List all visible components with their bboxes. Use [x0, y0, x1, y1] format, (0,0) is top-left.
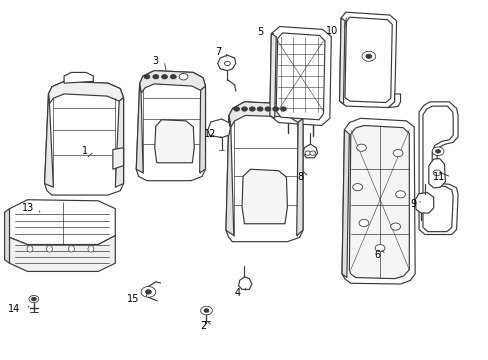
Polygon shape: [414, 193, 433, 213]
Polygon shape: [242, 169, 287, 224]
Circle shape: [374, 244, 384, 252]
Circle shape: [29, 296, 39, 303]
Circle shape: [361, 51, 375, 61]
Polygon shape: [225, 102, 303, 242]
Text: 12: 12: [204, 129, 216, 139]
Text: 1: 1: [82, 146, 88, 156]
Polygon shape: [136, 71, 205, 181]
Circle shape: [241, 107, 247, 111]
Circle shape: [141, 287, 156, 297]
Circle shape: [179, 73, 187, 80]
Polygon shape: [428, 158, 445, 188]
Circle shape: [395, 191, 405, 198]
Text: 5: 5: [256, 27, 263, 37]
Circle shape: [233, 107, 239, 111]
Circle shape: [272, 107, 278, 111]
Circle shape: [309, 151, 315, 155]
Circle shape: [352, 184, 362, 191]
Circle shape: [144, 75, 150, 79]
Polygon shape: [44, 94, 53, 187]
Text: 15: 15: [127, 294, 140, 304]
Text: 10: 10: [325, 26, 337, 36]
Polygon shape: [303, 144, 317, 158]
Polygon shape: [9, 235, 115, 271]
Polygon shape: [269, 34, 276, 118]
Polygon shape: [217, 55, 235, 71]
Text: 7: 7: [214, 46, 221, 57]
Polygon shape: [155, 120, 194, 163]
Polygon shape: [339, 18, 344, 104]
Polygon shape: [238, 277, 251, 289]
Text: 13: 13: [21, 203, 34, 213]
Circle shape: [203, 309, 208, 312]
Circle shape: [358, 220, 368, 226]
Ellipse shape: [46, 246, 52, 252]
Circle shape: [365, 54, 371, 58]
Text: 4: 4: [234, 288, 240, 298]
Polygon shape: [207, 119, 230, 138]
Polygon shape: [387, 94, 400, 108]
Text: 8: 8: [296, 172, 303, 182]
Polygon shape: [228, 102, 303, 127]
Ellipse shape: [68, 246, 74, 252]
Text: 3: 3: [152, 56, 158, 66]
Text: 2: 2: [200, 321, 206, 331]
Polygon shape: [48, 81, 123, 104]
Polygon shape: [341, 130, 348, 278]
Polygon shape: [44, 81, 123, 195]
Text: 9: 9: [409, 199, 415, 210]
Circle shape: [224, 61, 230, 66]
Polygon shape: [269, 27, 330, 126]
Polygon shape: [276, 33, 325, 120]
Circle shape: [31, 297, 36, 301]
Circle shape: [392, 149, 402, 157]
Polygon shape: [199, 86, 205, 173]
Ellipse shape: [88, 246, 94, 252]
Circle shape: [264, 107, 270, 111]
Text: 6: 6: [373, 249, 379, 260]
Polygon shape: [418, 102, 457, 234]
Polygon shape: [296, 118, 303, 235]
Text: 11: 11: [432, 172, 445, 182]
Polygon shape: [4, 209, 9, 263]
Circle shape: [432, 170, 440, 176]
Polygon shape: [115, 98, 123, 187]
Polygon shape: [140, 71, 205, 93]
Text: 14: 14: [8, 304, 20, 314]
Circle shape: [356, 144, 366, 151]
Circle shape: [280, 107, 286, 111]
Polygon shape: [422, 106, 452, 231]
Polygon shape: [113, 148, 123, 169]
Circle shape: [305, 151, 310, 155]
Polygon shape: [136, 83, 143, 173]
Circle shape: [431, 147, 443, 156]
Circle shape: [390, 223, 400, 230]
Polygon shape: [341, 118, 414, 284]
Circle shape: [200, 306, 212, 315]
Circle shape: [161, 75, 167, 79]
Polygon shape: [339, 12, 396, 108]
Polygon shape: [9, 200, 115, 244]
Polygon shape: [344, 17, 391, 103]
Circle shape: [435, 149, 440, 153]
Circle shape: [153, 75, 158, 79]
Polygon shape: [64, 72, 93, 83]
Circle shape: [257, 107, 263, 111]
Polygon shape: [225, 116, 233, 235]
Polygon shape: [348, 126, 408, 279]
Circle shape: [249, 107, 255, 111]
Circle shape: [170, 75, 176, 79]
Circle shape: [145, 290, 151, 294]
Ellipse shape: [27, 246, 33, 252]
